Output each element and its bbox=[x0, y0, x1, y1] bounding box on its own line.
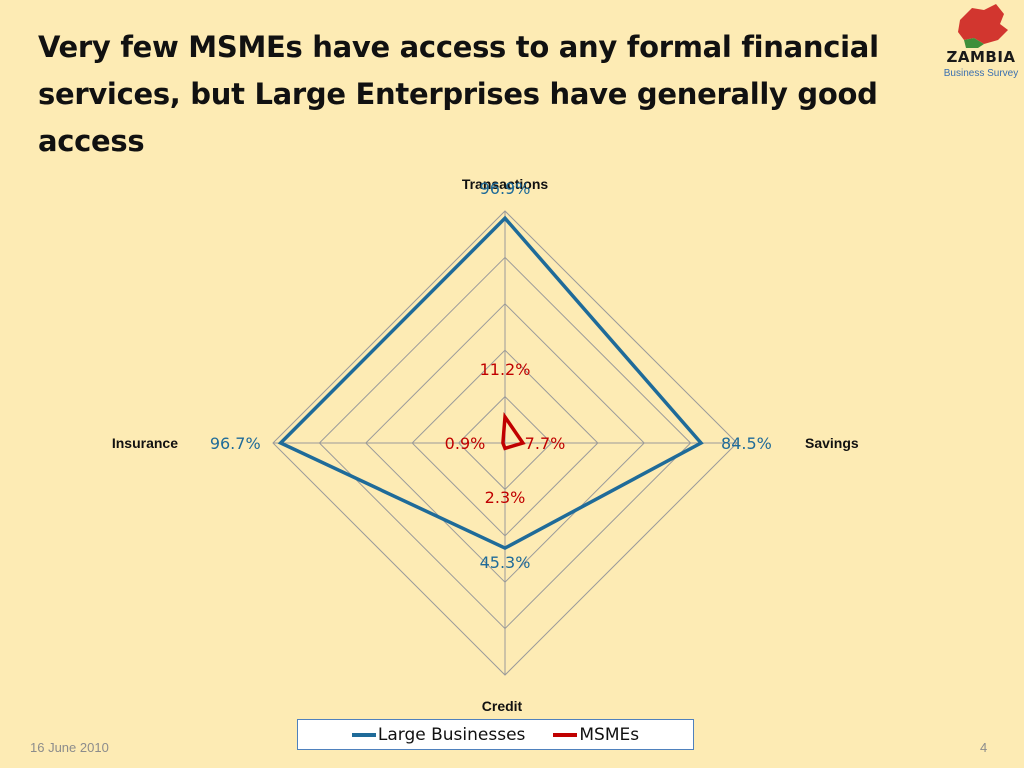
legend-label: MSMEs bbox=[579, 724, 640, 745]
legend-swatch bbox=[553, 732, 578, 737]
data-label: 2.3% bbox=[485, 488, 526, 507]
radar-labels: Transactions Savings Credit Insurance 96.9% 8… bbox=[112, 176, 859, 714]
data-label: 96.7% bbox=[210, 434, 261, 453]
logo-subtitle: Business Survey bbox=[943, 68, 1019, 79]
axis-label-insurance: Insurance bbox=[112, 435, 178, 451]
title-line-3: access bbox=[38, 124, 145, 158]
zambia-map-icon bbox=[958, 4, 1008, 48]
title-line-2: services, but Large Enterprises have gen… bbox=[38, 77, 878, 111]
data-label: 11.2% bbox=[480, 360, 531, 379]
logo-name: ZAMBIA bbox=[946, 48, 1016, 66]
legend-swatch bbox=[351, 732, 376, 737]
data-label: 84.5% bbox=[721, 434, 772, 453]
chart-legend: Large Businesses MSMEs bbox=[297, 719, 694, 750]
data-label: 7.7% bbox=[525, 434, 566, 453]
data-label: 0.9% bbox=[445, 434, 486, 453]
series-line-msmes bbox=[501, 411, 526, 451]
legend-item-large-businesses: Large Businesses bbox=[351, 724, 526, 745]
radar-grid bbox=[272, 210, 738, 676]
legend-label: Large Businesses bbox=[377, 724, 526, 745]
zambia-business-survey-logo: ZAMBIA Business Survey bbox=[938, 0, 1024, 86]
axis-label-transactions: Transactions bbox=[462, 176, 549, 192]
data-label: 96.9% bbox=[480, 179, 531, 198]
axis-label-credit: Credit bbox=[482, 698, 523, 714]
axis-label-savings: Savings bbox=[805, 435, 859, 451]
title-line-1: Very few MSMEs have access to any formal… bbox=[38, 30, 879, 64]
radar-series bbox=[277, 215, 704, 551]
legend-item-msmes: MSMEs bbox=[553, 725, 639, 745]
slide-title: Very few MSMEs have access to any formal… bbox=[38, 24, 918, 165]
page-number: 4 bbox=[980, 740, 988, 755]
footer-date: 16 June 2010 bbox=[30, 740, 109, 755]
data-label: 45.3% bbox=[480, 553, 531, 572]
